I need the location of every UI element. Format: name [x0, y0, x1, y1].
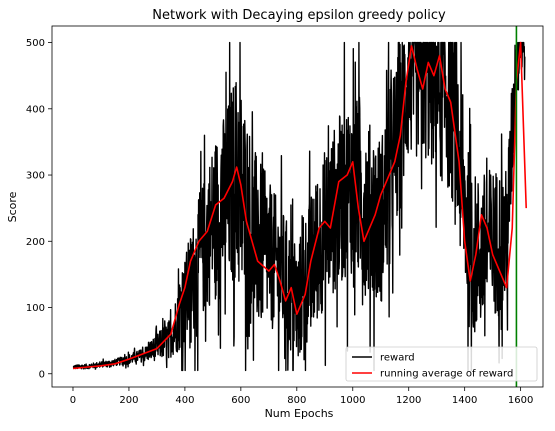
plot-area: 0 200 400 600 800 1000 1200 1400 1600 0 100 200 300 4…: [26, 25, 544, 406]
legend-box: [345, 346, 538, 382]
x-tick-label: 200: [119, 395, 138, 406]
legend-label: running average of reward: [380, 369, 513, 380]
x-tick-label: 1400: [452, 395, 477, 406]
x-tick-label: 400: [175, 395, 194, 406]
y-tick-label: 200: [26, 237, 45, 248]
x-tick-label: 1000: [340, 395, 365, 406]
x-tick-label: 1600: [508, 395, 533, 406]
chart-title: Network with Decaying epsilon greedy pol…: [152, 8, 446, 23]
y-tick-label: 300: [26, 171, 45, 182]
x-axis-label: Num Epochs: [265, 407, 334, 420]
x-tick-label: 1200: [396, 395, 421, 406]
x-tick-label: 0: [70, 395, 76, 406]
x-tick-label: 800: [287, 395, 306, 406]
y-axis-label: Score: [6, 191, 19, 222]
y-tick-label: 400: [26, 104, 45, 115]
legend-label: reward: [380, 353, 415, 364]
axes-frame: [51, 25, 544, 388]
reward-line: [72, 41, 526, 372]
running-average-line: [72, 41, 528, 370]
y-tick-label: 0: [39, 369, 45, 380]
y-tick-label: 500: [26, 38, 45, 49]
legend: reward running average of reward: [345, 346, 538, 382]
x-tick-label: 600: [231, 395, 250, 406]
y-tick-label: 100: [26, 303, 45, 314]
